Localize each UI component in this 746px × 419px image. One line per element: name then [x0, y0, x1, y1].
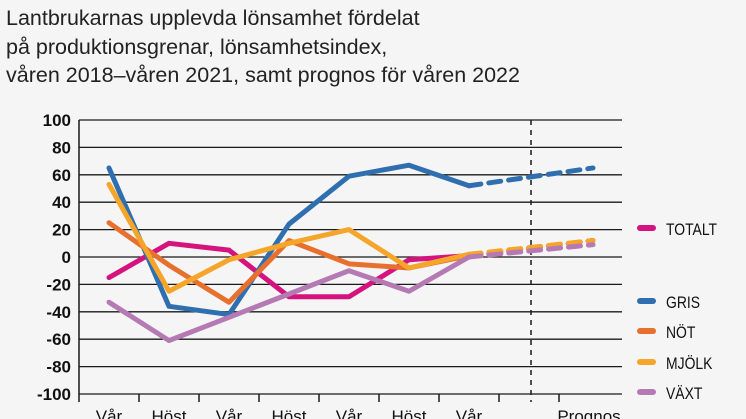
y-tick-label: 100 — [43, 111, 71, 130]
y-tick-label: 80 — [52, 138, 71, 157]
y-tick-label: -20 — [46, 275, 71, 294]
series-forecast-växt — [466, 242, 596, 260]
y-tick-label: 60 — [52, 166, 71, 185]
legend-label: MJÖLK — [666, 354, 713, 374]
legend-label: NÖT — [666, 323, 696, 343]
y-tick-label: -40 — [46, 303, 71, 322]
x-tick-label: Höst — [272, 407, 307, 419]
title-line-3: våren 2018–våren 2021, samt prognos för … — [6, 63, 520, 87]
y-tick-label: 0 — [62, 248, 71, 267]
chart-title: Lantbrukarnas upplevda lönsamhet fördela… — [6, 4, 520, 90]
series-line-gris — [106, 162, 472, 318]
x-tick-label: Höst — [152, 407, 187, 419]
x-tick-label: Höst — [392, 407, 427, 419]
x-tick-label: Vår — [216, 407, 243, 419]
title-line-1: Lantbrukarnas upplevda lönsamhet fördela… — [6, 6, 420, 30]
y-tick-label: 20 — [52, 221, 71, 240]
legend-label: VÄXT — [666, 385, 703, 404]
series-line-växt — [106, 254, 472, 344]
title-line-2: på produktionsgrenar, lönsamhetsindex, — [6, 34, 388, 59]
legend-label: GRIS — [666, 294, 700, 313]
y-tick-label: -80 — [46, 358, 71, 377]
y-tick-label: -100 — [37, 385, 71, 404]
series-line-totalt — [106, 240, 472, 300]
y-tick-label: -60 — [46, 330, 71, 349]
series-line-mjölk — [106, 181, 472, 294]
x-tick-label: Vår — [456, 407, 483, 419]
x-tick-label: Vår — [336, 407, 363, 419]
x-tick-label: Prognos — [557, 407, 620, 419]
legend-label: TOTALT — [666, 221, 718, 240]
series-forecast-mjölk — [466, 238, 596, 257]
series-forecast-gris — [466, 165, 596, 189]
y-tick-label: 40 — [52, 193, 71, 212]
x-tick-label: Vår — [96, 407, 123, 419]
